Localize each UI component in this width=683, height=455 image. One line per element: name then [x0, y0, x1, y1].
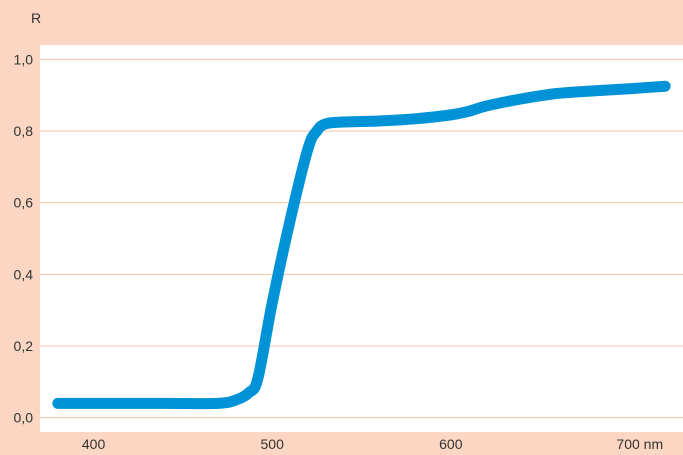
y-tick-label: 0,6: [14, 195, 34, 211]
y-tick-label: 0,4: [14, 266, 34, 282]
y-axis-label: R: [31, 10, 41, 26]
y-tick-label: 0,8: [14, 123, 34, 139]
y-tick-label: 0,0: [14, 410, 34, 426]
x-tick-label: 400: [82, 436, 106, 452]
plot-area: [40, 45, 683, 432]
x-tick-label: 500: [261, 436, 285, 452]
y-tick-label: 1,0: [14, 51, 34, 67]
x-tick-label: 600: [439, 436, 463, 452]
y-tick-label: 0,2: [14, 338, 34, 354]
x-tick-label: 700 nm: [616, 436, 663, 452]
